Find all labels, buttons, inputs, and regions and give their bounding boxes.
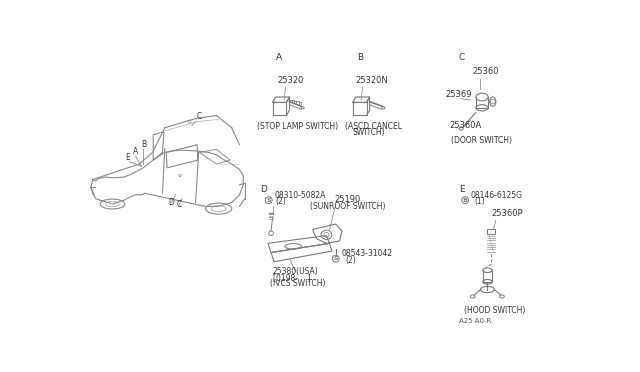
Text: 25360: 25360 <box>473 67 499 76</box>
Text: (DOOR SWITCH): (DOOR SWITCH) <box>451 136 512 145</box>
Text: D: D <box>168 198 175 207</box>
Text: C: C <box>197 112 202 121</box>
Ellipse shape <box>460 127 463 130</box>
Text: 08146-6125G: 08146-6125G <box>470 191 522 200</box>
Circle shape <box>265 197 272 203</box>
Text: 25320: 25320 <box>277 76 303 85</box>
Circle shape <box>461 197 468 203</box>
Text: (2): (2) <box>345 256 356 264</box>
Text: 25190: 25190 <box>334 196 360 205</box>
Text: A: A <box>133 147 138 156</box>
Ellipse shape <box>382 107 385 109</box>
Text: (STOP LAMP SWITCH): (STOP LAMP SWITCH) <box>257 122 339 131</box>
Text: 25360P: 25360P <box>492 209 523 218</box>
Ellipse shape <box>211 206 226 212</box>
Text: S: S <box>266 198 271 203</box>
Text: 25369: 25369 <box>445 90 472 99</box>
Text: B: B <box>141 140 147 149</box>
Text: B: B <box>463 198 467 203</box>
Text: [0198-    ]: [0198- ] <box>273 273 310 282</box>
Text: A: A <box>276 53 282 62</box>
Text: (IVCS SWITCH): (IVCS SWITCH) <box>270 279 326 288</box>
Text: (SUNROOF SWITCH): (SUNROOF SWITCH) <box>310 202 385 211</box>
Ellipse shape <box>205 203 232 214</box>
Ellipse shape <box>476 105 488 111</box>
Text: 25320N: 25320N <box>355 76 388 85</box>
Text: E: E <box>125 153 131 162</box>
Text: (ASCD CANCEL: (ASCD CANCEL <box>345 122 402 131</box>
Text: D: D <box>260 186 267 195</box>
Text: E: E <box>459 186 465 195</box>
Circle shape <box>490 99 495 104</box>
Text: 25380(USA): 25380(USA) <box>273 267 318 276</box>
Circle shape <box>332 255 339 262</box>
Text: A25 A0-R: A25 A0-R <box>459 318 491 324</box>
Text: C: C <box>459 53 465 62</box>
Text: B: B <box>357 53 364 62</box>
Ellipse shape <box>106 201 119 207</box>
Circle shape <box>269 231 273 235</box>
Ellipse shape <box>476 93 488 101</box>
Text: SWITCH): SWITCH) <box>353 128 385 138</box>
Text: 25360A: 25360A <box>450 121 482 130</box>
Text: S: S <box>333 256 338 261</box>
Ellipse shape <box>483 279 492 284</box>
Ellipse shape <box>490 97 496 106</box>
Ellipse shape <box>100 199 125 209</box>
Text: (1): (1) <box>474 197 485 206</box>
Text: (HOOD SWITCH): (HOOD SWITCH) <box>464 306 525 315</box>
Ellipse shape <box>483 268 492 273</box>
Text: (2): (2) <box>276 197 286 206</box>
Text: C: C <box>177 200 182 209</box>
Text: 08310-5082A: 08310-5082A <box>274 191 326 200</box>
Ellipse shape <box>301 107 304 109</box>
Text: 08543-31042: 08543-31042 <box>341 249 392 259</box>
